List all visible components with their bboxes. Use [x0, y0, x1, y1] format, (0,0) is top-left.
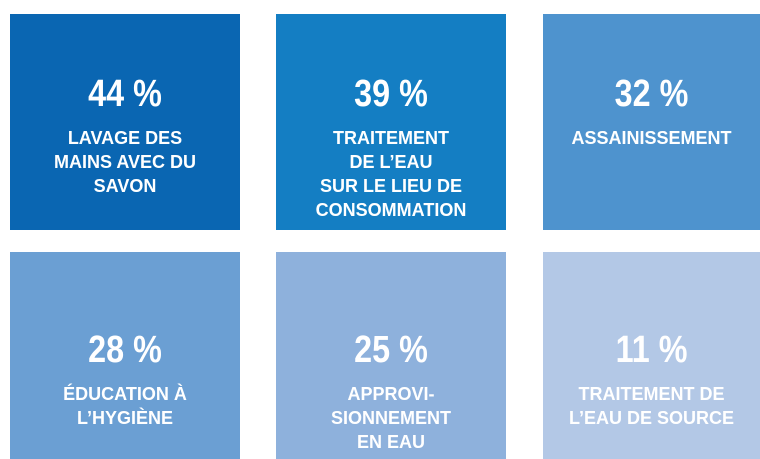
tile-label: TRAITEMENT DE L’EAU SUR LE LIEU DE CONSOMMA… — [276, 126, 506, 222]
tile: 28 % ÉDUCATION À L’HYGIÈNE — [10, 252, 240, 459]
label-line: L’EAU DE SOURCE — [568, 408, 735, 428]
label-line: EN EAU — [356, 432, 425, 452]
tile-value: 11 % — [615, 329, 688, 371]
label-line: CONSOMMATION — [315, 200, 467, 220]
label-line: SIONNEMENT — [330, 408, 451, 428]
label-line: MAINS AVEC DU — [53, 152, 196, 172]
tile: 44 % LAVAGE DES MAINS AVEC DU SAVON — [10, 14, 240, 230]
tile: 25 % APPROVI- SIONNEMENT EN EAU — [276, 252, 506, 459]
label-line: ASSAINISSEMENT — [571, 128, 732, 148]
label-line: L’HYGIÈNE — [76, 408, 174, 428]
label-line: LAVAGE DES — [67, 128, 183, 148]
tile-value: 32 % — [614, 73, 689, 115]
label-line: APPROVI- — [347, 384, 435, 404]
label-line: SAVON — [93, 176, 157, 196]
tile: 32 % ASSAINISSEMENT — [543, 14, 760, 230]
tile: 39 % TRAITEMENT DE L’EAU SUR LE LIEU DE CONS… — [276, 14, 506, 230]
tile-label: TRAITEMENT DE L’EAU DE SOURCE — [543, 382, 760, 430]
tile-label: ÉDUCATION À L’HYGIÈNE — [10, 382, 240, 430]
tile-label: LAVAGE DES MAINS AVEC DU SAVON — [10, 126, 240, 198]
tile-value: 39 % — [354, 73, 428, 115]
tile: 11 % TRAITEMENT DE L’EAU DE SOURCE — [543, 252, 760, 459]
label-line: SUR LE LIEU DE — [319, 176, 462, 196]
tile-value: 25 % — [354, 329, 428, 371]
label-line: DE L’EAU — [349, 152, 433, 172]
tile-label: APPROVI- SIONNEMENT EN EAU — [276, 382, 506, 454]
tile-label: ASSAINISSEMENT — [543, 126, 760, 150]
label-line: TRAITEMENT DE — [578, 384, 725, 404]
label-line: TRAITEMENT — [333, 128, 449, 148]
label-line: ÉDUCATION À — [63, 384, 187, 404]
tile-value: 28 % — [88, 329, 162, 371]
tile-value: 44 % — [88, 73, 162, 115]
